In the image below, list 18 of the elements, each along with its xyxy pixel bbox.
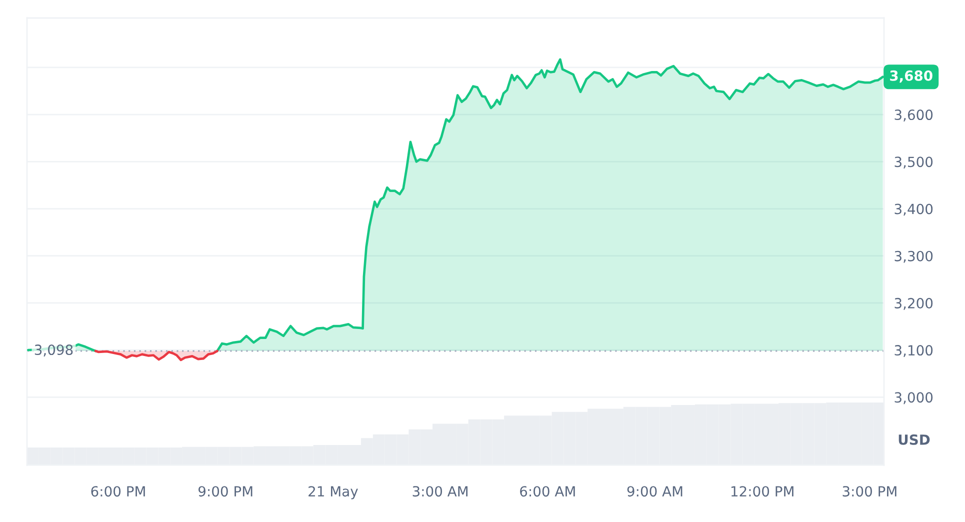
x-tick-label: 6:00 PM xyxy=(91,486,145,497)
x-tick-label: 9:00 AM xyxy=(627,486,682,497)
x-tick-label: 6:00 AM xyxy=(520,486,575,497)
y-axis-title: USD xyxy=(898,434,930,445)
y-tick-label: 3,500 xyxy=(894,156,933,169)
x-tick-label: 3:00 AM xyxy=(412,486,468,497)
x-tick-label: 9:00 PM xyxy=(198,486,252,497)
x-tick-label: 3:00 PM xyxy=(842,486,896,497)
y-tick-label: 3,100 xyxy=(894,345,933,357)
y-tick-label: 3,400 xyxy=(894,204,933,216)
annotation: 3,680 xyxy=(890,70,932,83)
y-tick-label: 3,600 xyxy=(894,110,933,122)
y-tick-label: 3,200 xyxy=(894,298,933,310)
y-tick-label: 3,300 xyxy=(894,250,933,263)
x-tick-label: 21 May xyxy=(308,486,358,500)
y-tick-label: 3,000 xyxy=(894,392,933,404)
ref-line-label: 3,098 xyxy=(34,344,73,356)
x-tick-label: 12:00 PM xyxy=(731,486,794,497)
